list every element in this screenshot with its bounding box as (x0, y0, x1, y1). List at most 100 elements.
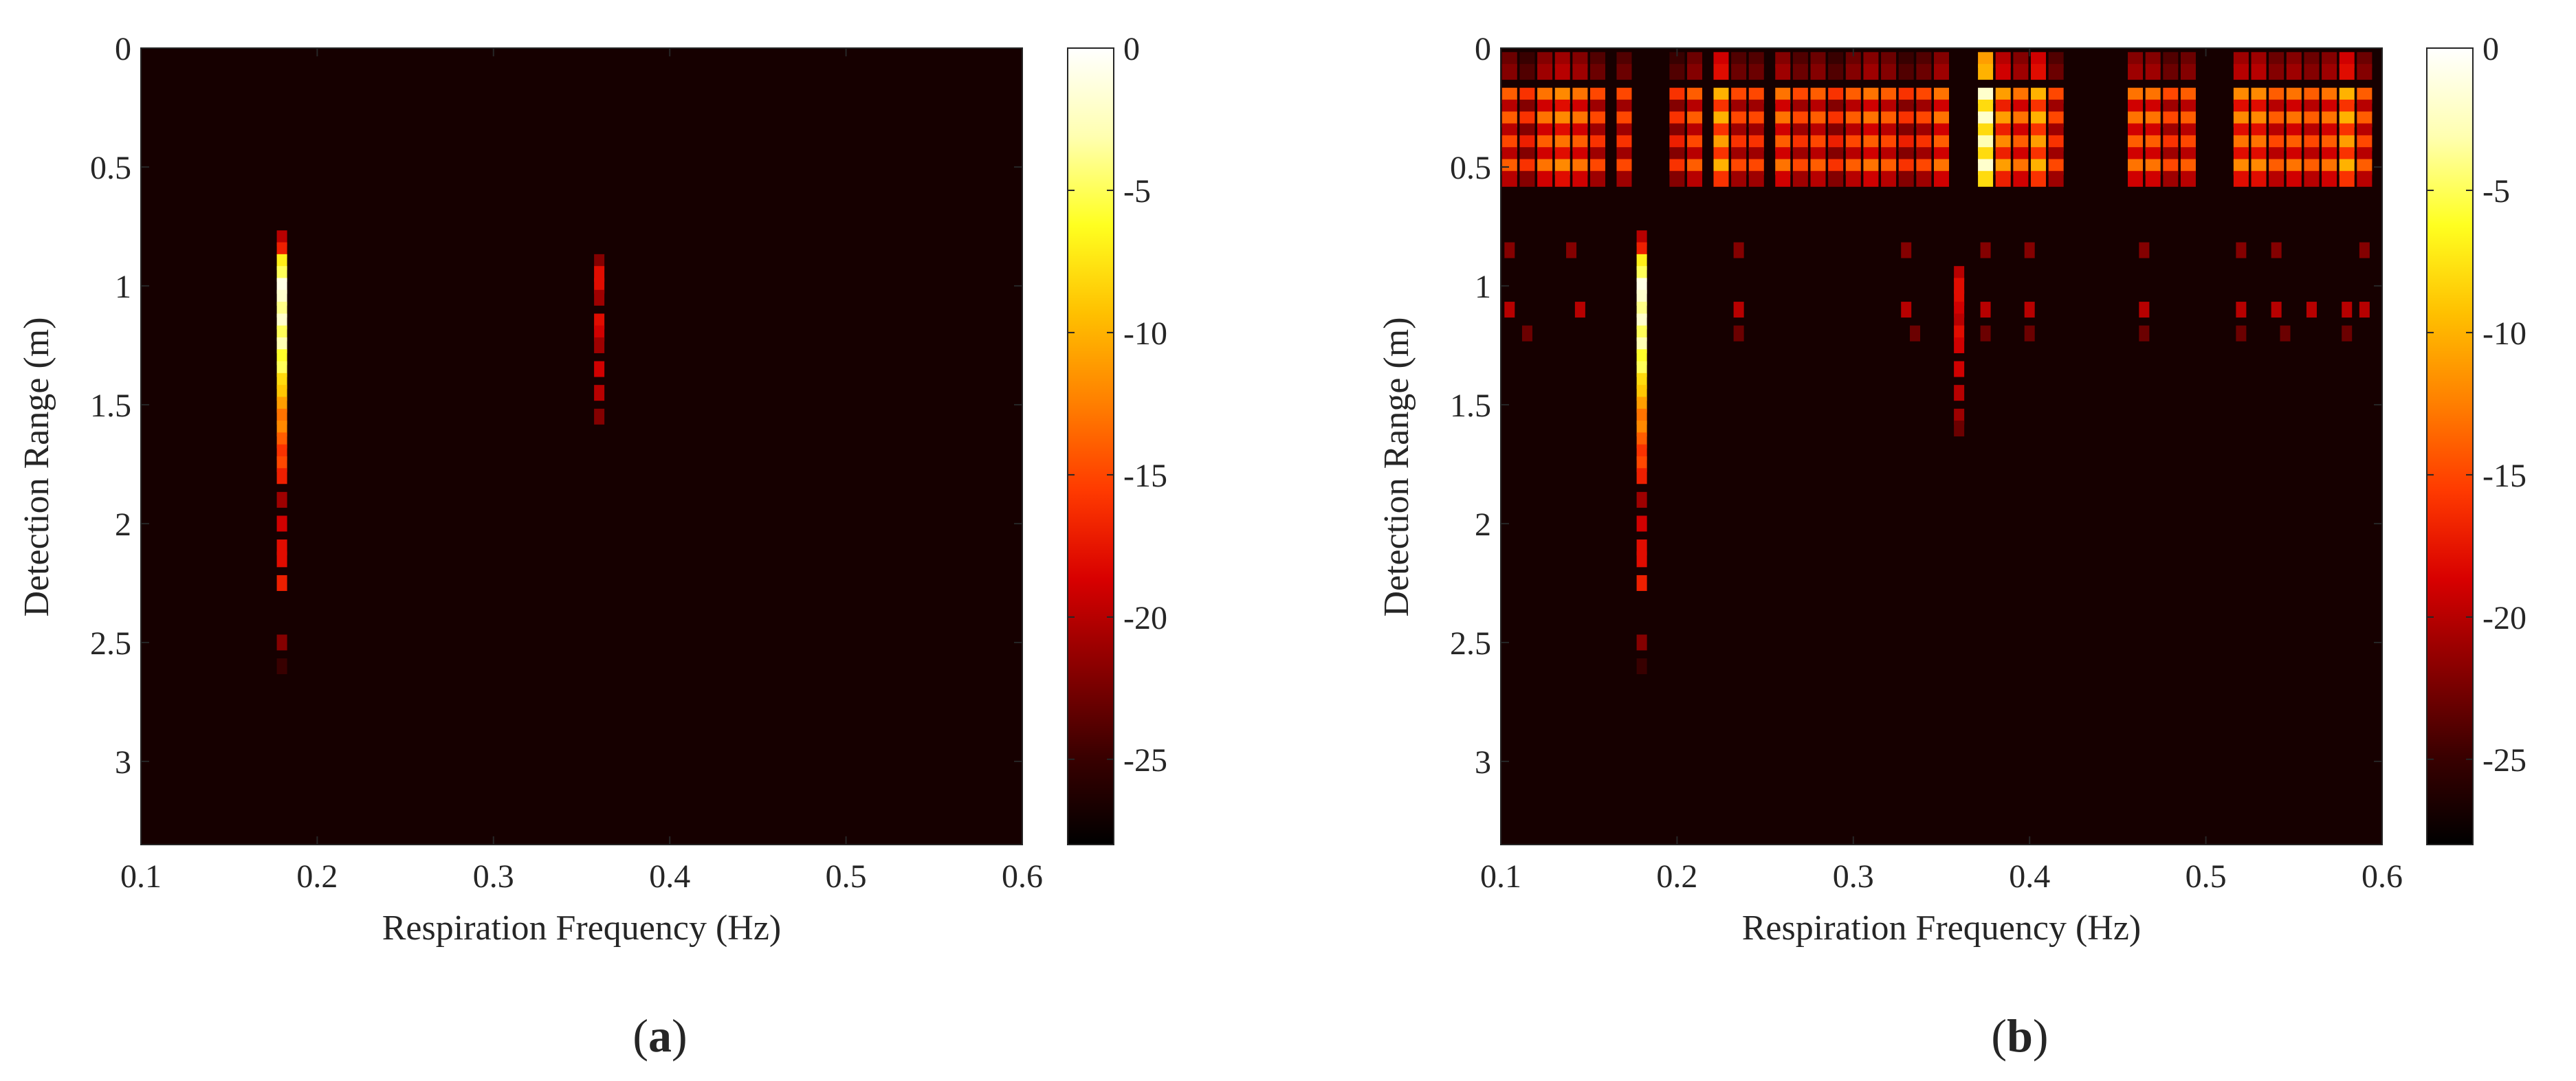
target-cell (1636, 266, 1647, 282)
colorbar-tick-label: -15 (1123, 458, 1167, 494)
clutter-cell (2048, 64, 2064, 80)
clutter-cell (2180, 87, 2196, 104)
clutter-cell (2031, 170, 2047, 187)
clutter-cell (1669, 99, 1685, 115)
target-cell (276, 575, 287, 591)
clutter-cell (2031, 123, 2047, 140)
clutter-cell (2304, 64, 2320, 80)
clutter-cell (1845, 159, 1861, 175)
clutter-cell (2048, 170, 2064, 187)
x-tick-label: 0.2 (296, 858, 338, 895)
clutter-cell (1731, 135, 1747, 151)
target-cell (276, 539, 287, 556)
clutter-cell (1669, 87, 1685, 104)
target-cell (276, 230, 287, 247)
clutter-cell (1845, 52, 1861, 68)
clutter-cell (2357, 87, 2373, 104)
clutter-cell (1863, 123, 1879, 140)
clutter-cell (2322, 87, 2337, 104)
clutter-cell (1898, 147, 1914, 164)
clutter-cell (1731, 170, 1747, 187)
sparse-cell (2139, 325, 2150, 342)
clutter-cell (2145, 111, 2161, 128)
clutter-cell (2163, 135, 2179, 151)
clutter-cell (1845, 135, 1861, 151)
clutter-cell (1731, 147, 1747, 164)
clutter-cell (2163, 111, 2179, 128)
sparse-cell (2236, 325, 2247, 342)
clutter-cell (2145, 170, 2161, 187)
clutter-cell (1775, 99, 1791, 115)
x-axis-ticks: 0.1 0.2 0.3 0.4 0.5 0.6 (1480, 48, 2403, 895)
panel-a: 0.1 0.2 0.3 0.4 0.5 0.6 0 0.5 1 1.5 2 2.5 3 Respira… (17, 31, 1167, 1062)
clutter-cell (1537, 52, 1553, 68)
target-cell (276, 468, 287, 484)
clutter-cell (1995, 99, 2011, 115)
sparse-cell (1910, 325, 1921, 342)
clutter-cell (2269, 170, 2285, 187)
clutter-cell (1687, 135, 1703, 151)
clutter-cell (1775, 87, 1791, 104)
clutter-cell (1713, 87, 1729, 104)
clutter-cell (1934, 87, 1949, 104)
clutter-cell (2339, 170, 2355, 187)
target-cell (1636, 289, 1647, 306)
clutter-cell (1792, 87, 1808, 104)
clutter-cell (1934, 159, 1949, 175)
sparse-cell (1901, 242, 1912, 258)
clutter-cell (1881, 64, 1897, 80)
clutter-cell (1537, 64, 1553, 80)
clutter-cell (1616, 99, 1632, 115)
clutter-cell (1590, 52, 1606, 68)
clutter-cell (1748, 99, 1764, 115)
clutter-cell (1828, 159, 1844, 175)
clutter-cell (1554, 64, 1570, 80)
clutter-cell (1554, 99, 1570, 115)
clutter-cell (1845, 123, 1861, 140)
colorbar-tick-label: -25 (1123, 742, 1167, 779)
sparse-cell (1574, 302, 1585, 318)
clutter-cell (1554, 111, 1570, 128)
clutter-cell (1572, 87, 1588, 104)
target-cell (1636, 575, 1647, 591)
clutter-cell (2013, 87, 2029, 104)
clutter-cell (1669, 64, 1685, 80)
clutter-cell (2145, 147, 2161, 164)
target-cell (1636, 408, 1647, 425)
clutter-cell (1881, 99, 1897, 115)
clutter-cell (1616, 52, 1632, 68)
clutter-cell (1590, 170, 1606, 187)
clutter-cell (2304, 123, 2320, 140)
clutter-cell (2048, 159, 2064, 175)
clutter-cell (1978, 64, 1994, 80)
clutter-cell (1572, 123, 1588, 140)
clutter-cell (2286, 52, 2302, 68)
target-cell (276, 289, 287, 306)
clutter-cell (1828, 111, 1844, 128)
clutter-cell (2163, 87, 2179, 104)
clutter-cell (2013, 52, 2029, 68)
sparse-cell (2236, 302, 2247, 318)
clutter-cell (2128, 147, 2144, 164)
clutter-cell (1590, 147, 1606, 164)
panel-letter: a (648, 1010, 672, 1062)
clutter-cell (2339, 87, 2355, 104)
clutter-cell (1748, 147, 1764, 164)
x-tick-label: 0.4 (649, 858, 690, 895)
clutter-cell (2145, 64, 2161, 80)
target-cell (1636, 432, 1647, 449)
clutter-cell (2163, 52, 2179, 68)
clutter-cell (1828, 52, 1844, 68)
clutter-cell (1863, 147, 1879, 164)
clutter-cell (1501, 99, 1517, 115)
clutter-cell (1810, 135, 1826, 151)
clutter-cell (1537, 170, 1553, 187)
target-cell (1636, 456, 1647, 472)
clutter-cell (1554, 52, 1570, 68)
clutter-cell (1916, 99, 1932, 115)
clutter-cell (1828, 147, 1844, 164)
clutter-cell (2357, 64, 2373, 80)
target-cell (1954, 302, 1965, 318)
clutter-cell (1713, 123, 1729, 140)
